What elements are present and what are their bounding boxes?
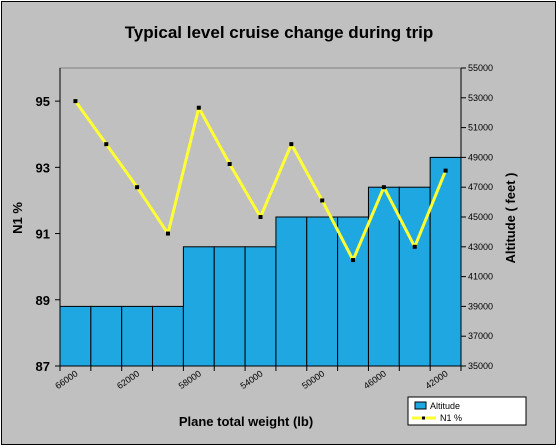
bar-altitude <box>398 186 431 367</box>
chart-title: Typical level cruise change during trip <box>125 23 434 42</box>
point-n1 <box>227 162 232 167</box>
x-tick-label: 46000 <box>362 368 388 391</box>
bar-altitude <box>429 156 462 367</box>
legend-marker-n1 <box>422 416 425 420</box>
y-right-tick-label: 45000 <box>468 212 493 222</box>
bar-altitude <box>90 305 123 367</box>
point-n1 <box>320 198 325 203</box>
y-right-tick-label: 35000 <box>468 361 493 371</box>
y-left-tick-label: 91 <box>36 227 50 242</box>
y-right-tick-label: 41000 <box>468 272 493 282</box>
x-tick-label: 50000 <box>300 368 326 391</box>
x-tick-label: 66000 <box>53 368 79 391</box>
bar-altitude <box>152 305 184 367</box>
point-n1 <box>196 105 201 110</box>
y-right-tick-label: 39000 <box>468 301 493 311</box>
bar-altitude <box>213 246 246 367</box>
y-right-tick-label: 37000 <box>468 331 493 341</box>
y-right-tick-label: 51000 <box>468 123 493 133</box>
bar-altitude <box>182 246 215 367</box>
bar-altitude <box>306 216 339 367</box>
x-tick-label: 62000 <box>115 368 141 391</box>
y-axis-right-title: Altitude ( feet ) <box>503 173 518 264</box>
y-right-tick-label: 53000 <box>468 93 493 103</box>
y-left-tick-label: 95 <box>36 94 50 109</box>
y-left-tick-label: 87 <box>36 359 50 374</box>
point-n1 <box>73 99 78 104</box>
bar-altitude <box>59 305 92 367</box>
bar-altitude <box>275 216 308 367</box>
legend: Altitude N1 % <box>407 396 527 426</box>
y-right-tick-label: 55000 <box>468 63 493 73</box>
legend-label-n1: N1 % <box>440 413 462 423</box>
point-n1 <box>351 258 356 263</box>
point-n1 <box>289 142 294 147</box>
legend-label-altitude: Altitude <box>430 401 460 411</box>
y-right-tick-label: 43000 <box>468 242 493 252</box>
point-n1 <box>104 142 109 147</box>
legend-box <box>407 396 527 426</box>
bar-altitude <box>121 305 154 367</box>
y-left-tick-label: 93 <box>36 160 50 175</box>
y-left-tick-label: 89 <box>36 293 50 308</box>
legend-swatch-altitude <box>414 401 427 410</box>
x-tick-label: 58000 <box>177 368 203 391</box>
x-tick-label: 42000 <box>423 368 449 391</box>
y-right-tick-label: 47000 <box>468 182 493 192</box>
point-n1 <box>165 231 170 236</box>
x-axis-title: Plane total weight (lb) <box>179 414 313 429</box>
point-n1 <box>258 215 263 219</box>
bar-altitude <box>244 246 277 367</box>
x-tick-label: 54000 <box>238 368 264 391</box>
point-n1 <box>412 244 417 249</box>
point-n1 <box>443 168 448 173</box>
y-axis-left-title: N1 % <box>10 202 25 234</box>
point-n1 <box>135 185 140 190</box>
y-right-tick-label: 49000 <box>468 152 493 162</box>
point-n1 <box>381 185 386 190</box>
